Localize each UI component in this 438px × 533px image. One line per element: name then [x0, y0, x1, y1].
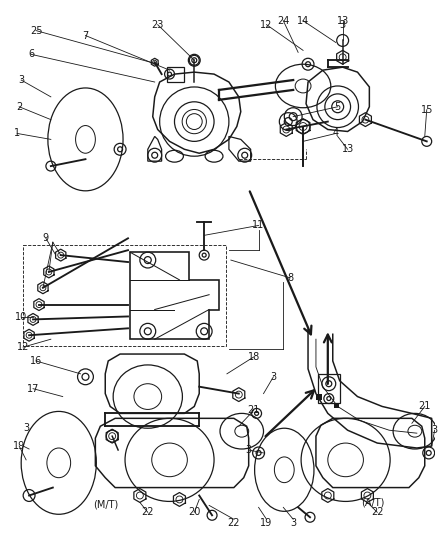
Text: 6: 6: [28, 50, 34, 59]
FancyBboxPatch shape: [334, 403, 339, 408]
Text: 3: 3: [270, 372, 276, 382]
Text: 19: 19: [260, 518, 272, 528]
Text: 11: 11: [252, 221, 265, 230]
Text: 2: 2: [16, 102, 22, 112]
Text: 8: 8: [287, 273, 293, 283]
Text: 21: 21: [419, 401, 431, 411]
Text: 20: 20: [188, 507, 201, 518]
Text: 3: 3: [290, 518, 296, 528]
Text: 19: 19: [13, 441, 25, 451]
Text: 7: 7: [82, 30, 88, 41]
Text: 22: 22: [228, 518, 240, 528]
Text: 1: 1: [14, 128, 20, 139]
Text: 14: 14: [297, 15, 309, 26]
Text: 5: 5: [335, 102, 341, 112]
Text: 13: 13: [342, 144, 354, 154]
Text: 3: 3: [23, 423, 29, 433]
Text: 10: 10: [15, 312, 27, 322]
Text: 22: 22: [141, 507, 154, 518]
Text: 23: 23: [152, 20, 164, 30]
Text: 13: 13: [336, 15, 349, 26]
Text: 3: 3: [18, 75, 24, 85]
Text: 9: 9: [43, 233, 49, 243]
Text: 15: 15: [420, 104, 433, 115]
Text: 18: 18: [247, 352, 260, 362]
Text: 25: 25: [30, 26, 42, 36]
Text: 17: 17: [27, 384, 39, 394]
Text: 12: 12: [260, 20, 273, 30]
Text: 3: 3: [431, 425, 438, 435]
Text: 3: 3: [339, 20, 346, 30]
Text: 22: 22: [371, 507, 384, 518]
Text: 12: 12: [17, 342, 29, 352]
Text: 4: 4: [333, 128, 339, 139]
Text: 3: 3: [246, 445, 252, 455]
FancyBboxPatch shape: [316, 393, 322, 400]
Text: 24: 24: [277, 15, 290, 26]
Text: 16: 16: [30, 356, 42, 366]
Text: (M/T): (M/T): [92, 499, 118, 510]
Text: 21: 21: [247, 406, 260, 415]
Text: (A/T): (A/T): [360, 497, 384, 507]
